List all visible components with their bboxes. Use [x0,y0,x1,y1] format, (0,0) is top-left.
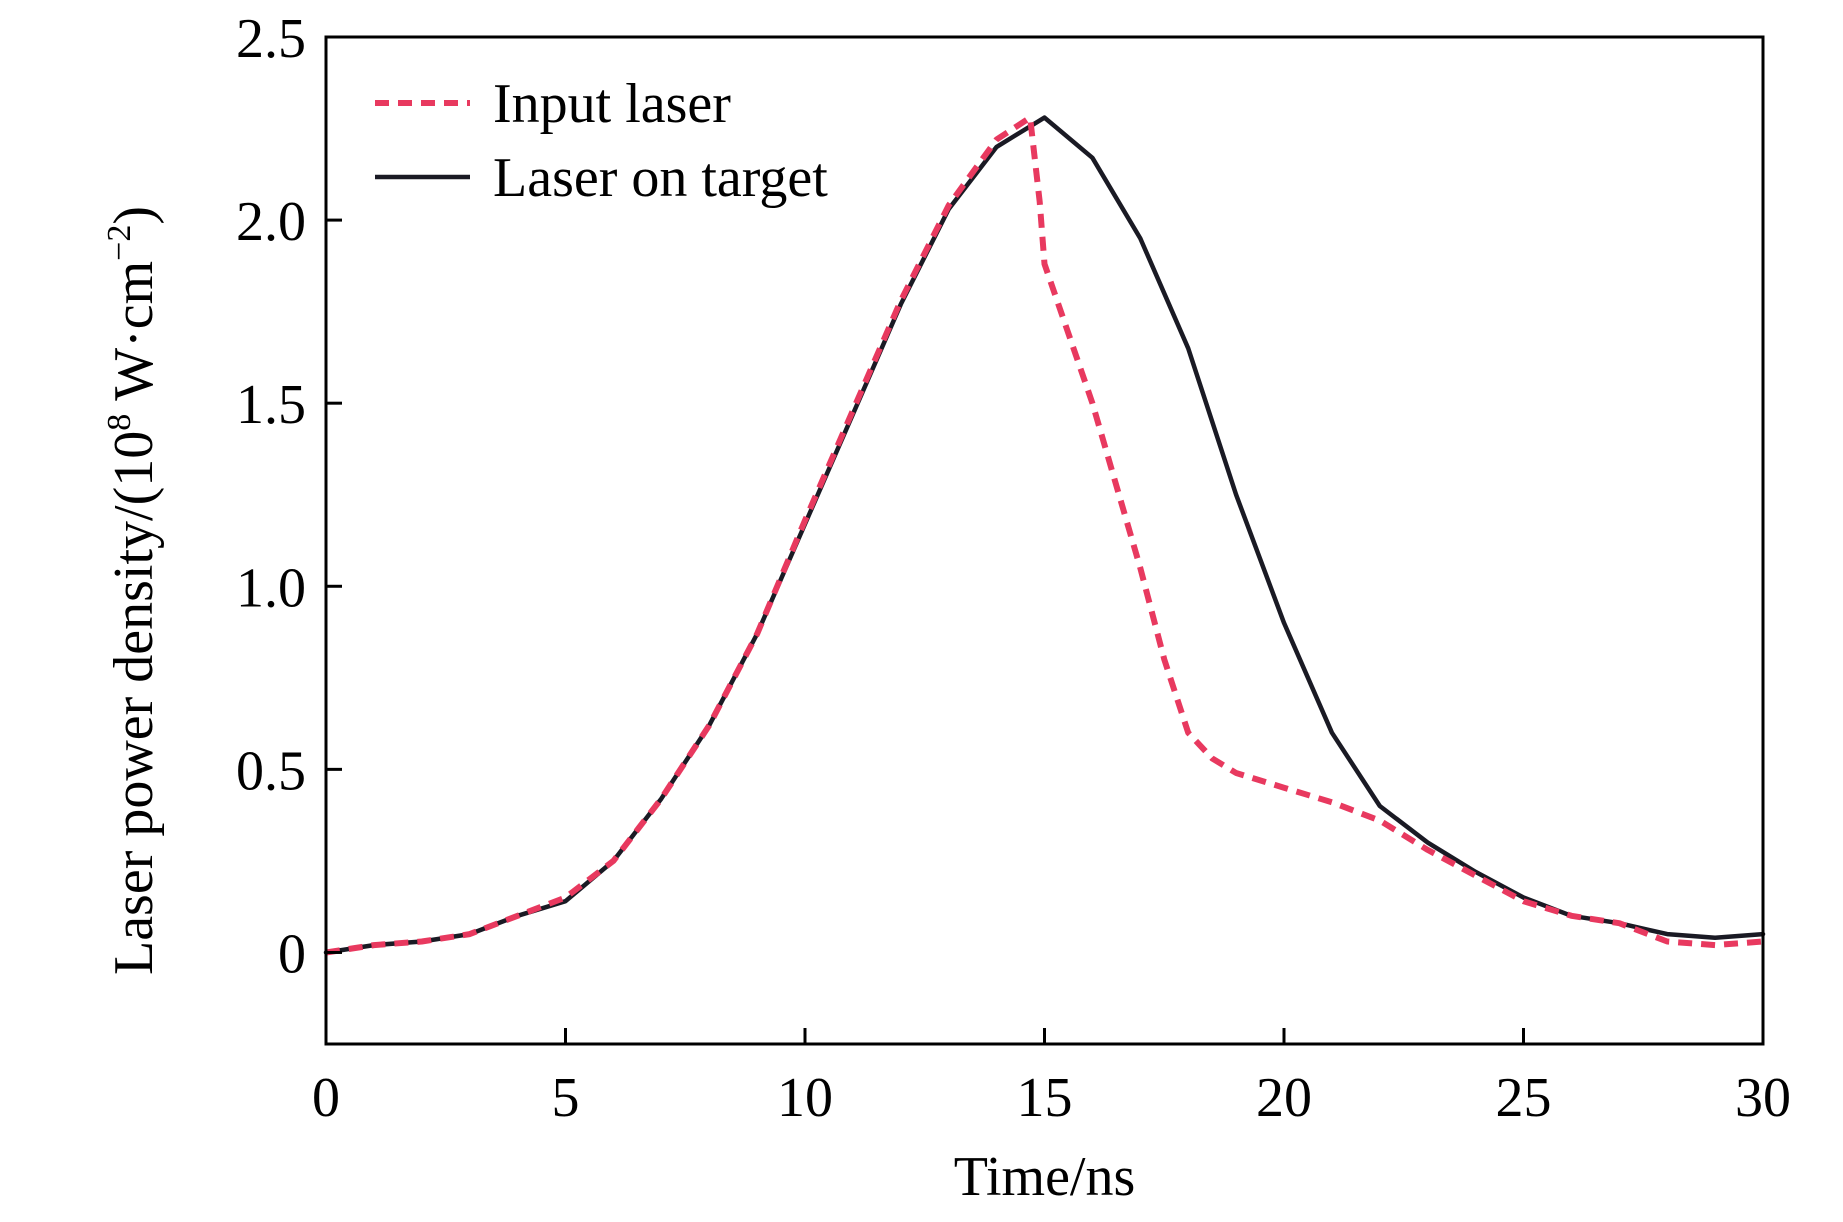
legend: Input laser Laser on target [375,73,828,209]
x-tick-label-5: 5 [552,1067,580,1129]
y-tick-label-0.5: 0.5 [236,740,306,802]
legend-label-input-laser: Input laser [493,73,731,135]
series-line-laser-on-target [323,115,1766,955]
y-tick-label-1.5: 1.5 [236,374,306,436]
x-tick-label-25: 25 [1496,1067,1552,1129]
x-tick-label-15: 15 [1017,1067,1073,1129]
x-tick-label-0: 0 [312,1067,340,1129]
ticks-layer: 0 5 10 15 20 25 30 0 0.5 1.0 1.5 2.0 2.5 [236,8,1791,1129]
x-tick-label-10: 10 [777,1067,833,1129]
y-axis-title-unit: W·cm [103,261,165,414]
y-tick-label-2.5: 2.5 [236,8,306,70]
series-layer [323,114,1766,956]
y-tick-label-0: 0 [278,923,306,985]
x-tick-label-30: 30 [1735,1067,1791,1129]
x-axis-title: Time/ns [954,1146,1136,1208]
series-line-input-laser [325,114,1764,956]
y-axis-title: Laser power density/(108 W·cm−2) [101,206,165,975]
y-axis-title-close: ) [103,206,165,225]
y-axis-title-exponent: 8 [101,414,138,431]
y-axis-title-main: Laser power density/(10 [103,431,165,975]
y-tick-label-1.0: 1.0 [236,557,306,619]
x-tick-label-20: 20 [1256,1067,1312,1129]
legend-label-laser-on-target: Laser on target [493,147,828,209]
y-tick-label-2.0: 2.0 [236,191,306,253]
y-axis-title-unit-exponent: −2 [101,225,138,261]
